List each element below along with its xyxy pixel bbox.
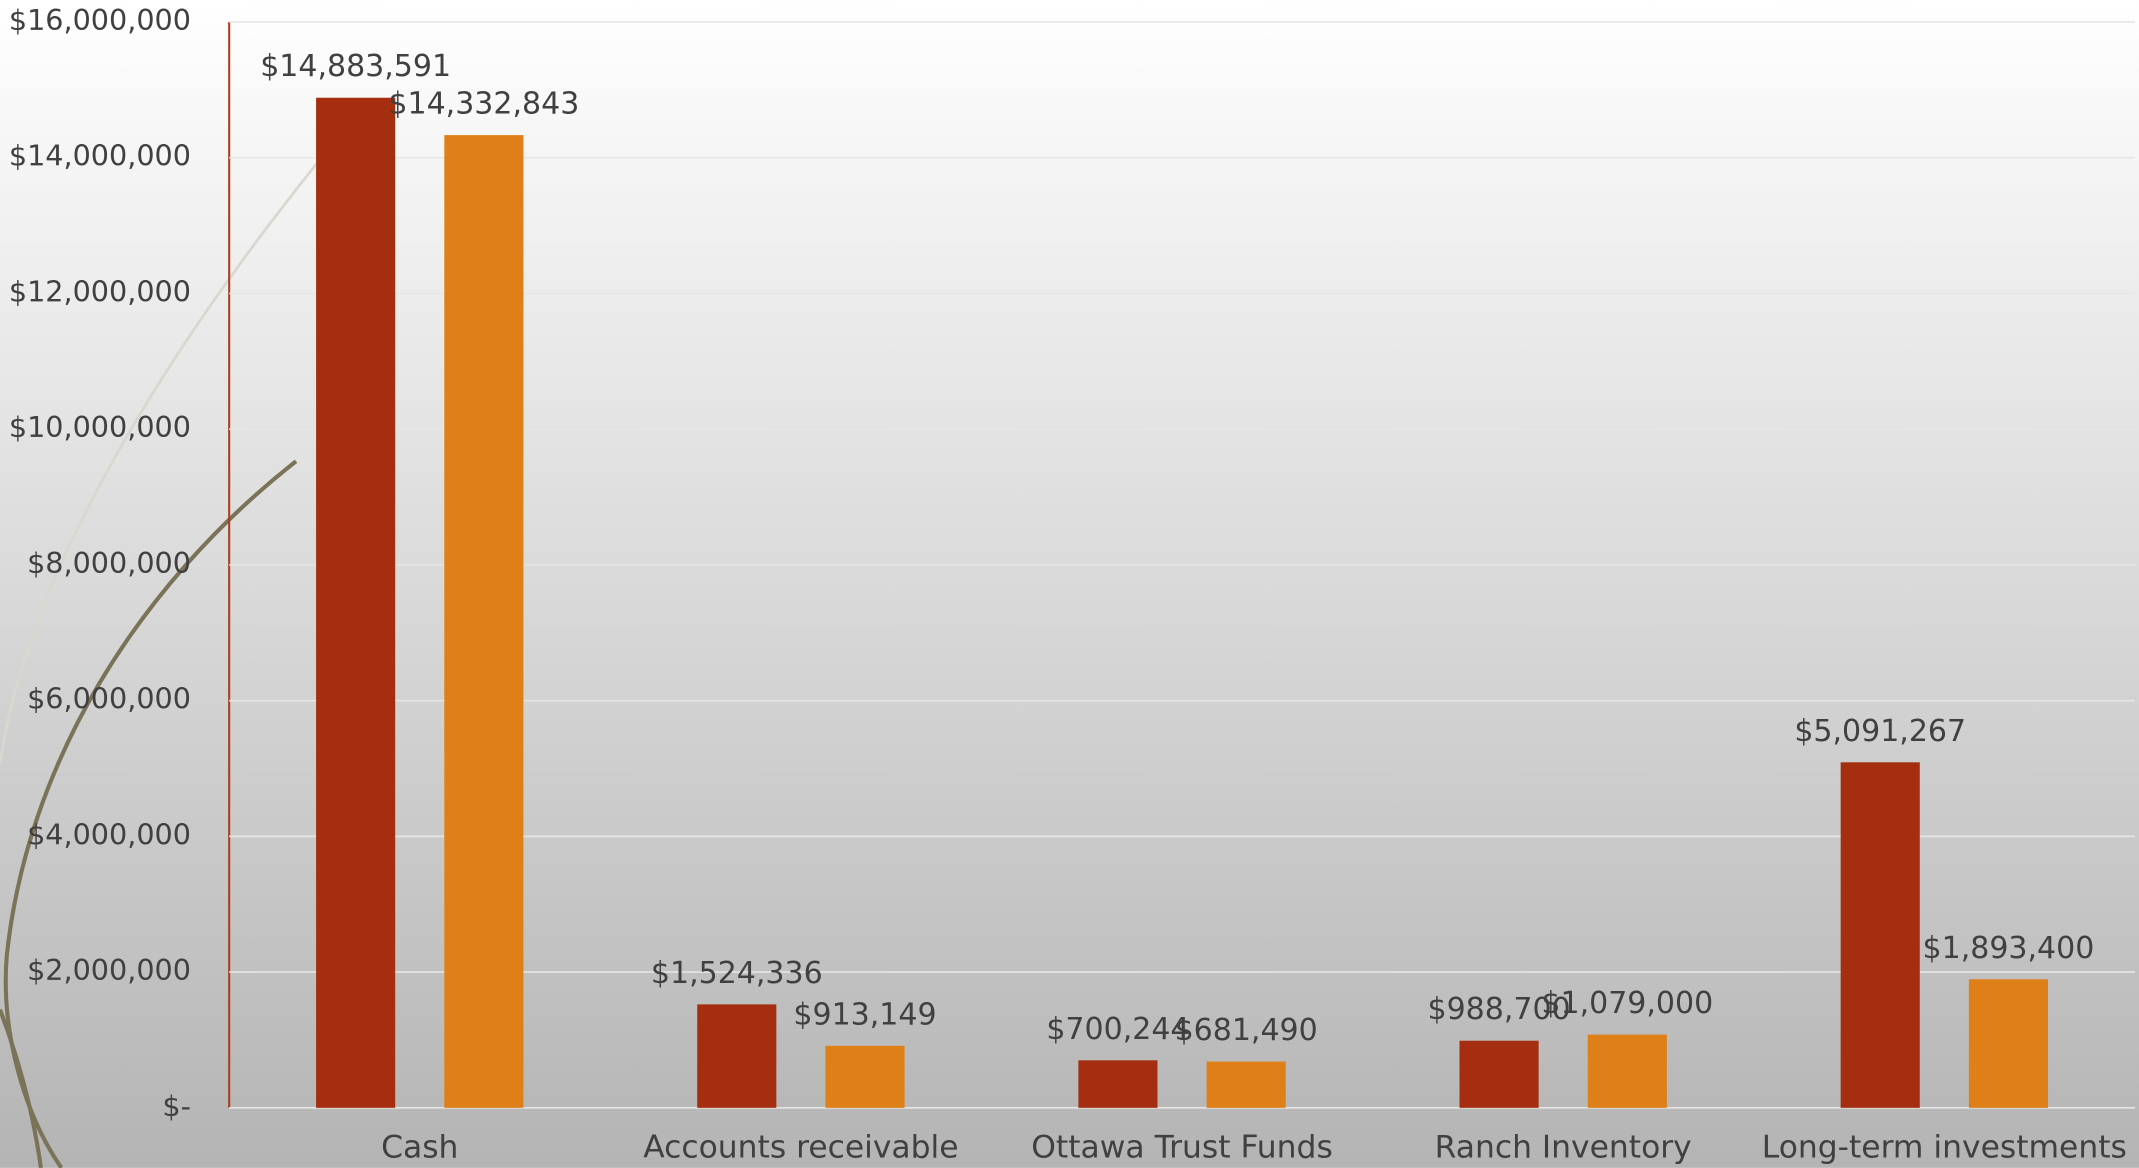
x-tick-label: Accounts receivable	[643, 1130, 958, 1166]
bar	[1206, 1061, 1286, 1108]
bar	[697, 1004, 777, 1108]
bar	[316, 97, 396, 1108]
y-tick-label: $8,000,000	[27, 546, 191, 580]
y-tick-label: $14,000,000	[9, 139, 191, 173]
bar	[1078, 1060, 1158, 1108]
value-label: $913,149	[793, 997, 936, 1032]
bar	[444, 135, 524, 1108]
plot: $- $2,000,000 $4,000,000 $6,000,000 $8,000,0…	[9, 3, 2135, 1166]
y-tick-label: $4,000,000	[27, 817, 191, 851]
y-tick-label: $12,000,000	[9, 274, 191, 308]
y-tick-label: $2,000,000	[27, 953, 191, 987]
value-label: $1,524,336	[651, 956, 823, 991]
value-label: $681,490	[1175, 1013, 1318, 1048]
value-label: $5,091,267	[1794, 714, 1966, 749]
value-label: $700,244	[1046, 1012, 1189, 1047]
y-tick-label: $10,000,000	[9, 410, 191, 444]
value-label: $1,079,000	[1541, 986, 1713, 1021]
bar	[1968, 979, 2049, 1108]
y-tick-label: $6,000,000	[27, 682, 191, 716]
decoration	[0, 1008, 43, 1168]
x-tick-label: Ranch Inventory	[1435, 1130, 1692, 1166]
value-label: $14,883,591	[260, 49, 451, 84]
value-label: $14,332,843	[388, 87, 579, 122]
y-tick-label: $16,000,000	[9, 3, 191, 37]
x-tick-label: Ottawa Trust Funds	[1031, 1130, 1333, 1166]
bar	[825, 1045, 905, 1108]
value-label: $988,700	[1427, 992, 1570, 1027]
x-tick-label: Long-term investments	[1762, 1130, 2127, 1166]
decoration	[0, 162, 318, 765]
y-tick-label: $-	[162, 1089, 191, 1123]
bar	[1459, 1040, 1539, 1108]
bar	[1840, 762, 1920, 1108]
value-label: $1,893,400	[1923, 931, 2095, 966]
bar	[1587, 1034, 1667, 1108]
x-tick-label: Cash	[381, 1130, 458, 1166]
